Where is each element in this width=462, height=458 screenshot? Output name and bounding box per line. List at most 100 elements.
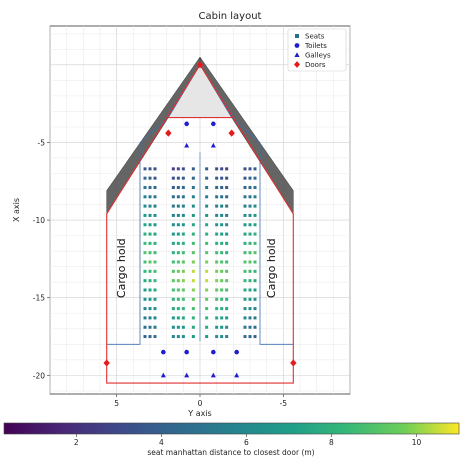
seat-marker [248,213,252,217]
seat-marker [171,335,175,339]
seat-marker [205,297,209,301]
seat-marker [148,204,152,208]
seat-marker [171,279,175,283]
seat-marker [215,297,219,301]
legend-label: Toilets [304,42,327,50]
seat-marker [148,185,152,189]
seat-marker [171,167,175,171]
seat-marker [243,316,247,320]
seat-marker [243,251,247,255]
seat-marker [153,297,157,301]
seat-marker [248,232,252,236]
seat-marker [153,288,157,292]
seat-marker [220,279,224,283]
seat-marker [220,269,224,273]
seat-marker [176,204,180,208]
seat-marker [243,176,247,180]
seat-marker [215,307,219,311]
seat-marker [220,223,224,227]
seat-marker [205,195,209,199]
seat-marker [171,241,175,245]
seat-marker [220,241,224,245]
seat-marker [205,307,209,311]
seat-marker [243,260,247,264]
seat-marker [171,251,175,255]
seat-marker [153,232,157,236]
seat-marker [253,288,257,292]
seat-marker [215,269,219,273]
seat-marker [148,232,152,236]
seat-marker [171,307,175,311]
seat-marker [243,279,247,283]
seat-marker [220,297,224,301]
colorbar-tick-label: 2 [74,438,79,447]
seat-marker [191,269,195,273]
seat-marker [153,185,157,189]
seat-marker [243,288,247,292]
seat-marker [205,167,209,171]
seat-marker [153,260,157,264]
seat-marker [143,307,147,311]
seat-marker [171,288,175,292]
seat-marker [143,269,147,273]
colorbar-tick-label: 4 [159,438,164,447]
seat-marker [191,195,195,199]
seat-marker [181,241,185,245]
seat-marker [225,279,229,283]
seat-marker [215,167,219,171]
inner-wall-right [199,64,294,345]
seat-marker [143,241,147,245]
chart-title: Cabin layout [199,11,262,22]
seat-marker [181,325,185,329]
seat-marker [143,260,147,264]
seat-marker [225,176,229,180]
seat-marker [248,335,252,339]
seat-marker [215,176,219,180]
seat-marker [248,279,252,283]
seat-marker [153,213,157,217]
seat-marker [248,223,252,227]
seat-marker [191,325,195,329]
seat-marker [143,297,147,301]
seat-marker [181,288,185,292]
seat-marker [215,241,219,245]
seat-marker [215,213,219,217]
seat-marker [181,204,185,208]
seat-marker [243,223,247,227]
seat-marker [176,241,180,245]
seat-marker [225,297,229,301]
y-tick-label: -15 [33,294,45,303]
seat-marker [143,325,147,329]
seat-marker [253,241,257,245]
seat-marker [191,297,195,301]
seat-marker [225,335,229,339]
inner-wall-left [106,64,201,345]
y-tick-label: -10 [33,216,45,225]
seat-marker [143,232,147,236]
seat-marker [215,335,219,339]
toilet-marker [161,349,166,355]
legend-door-marker [294,61,300,68]
door-marker [228,129,235,137]
seat-marker [220,195,224,199]
seat-marker [153,223,157,227]
seat-marker [143,251,147,255]
seat-marker [171,232,175,236]
seat-marker [225,223,229,227]
seat-marker [253,307,257,311]
seat-marker [225,232,229,236]
seat-marker [243,195,247,199]
seat-marker [176,269,180,273]
seat-marker [248,297,252,301]
seat-marker [171,269,175,273]
seat-marker [225,167,229,171]
seat-marker [253,195,257,199]
seat-marker [220,307,224,311]
seat-marker [253,297,257,301]
seat-marker [225,316,229,320]
seat-marker [181,316,185,320]
door-marker [196,61,204,69]
seat-marker [253,232,257,236]
seat-marker [191,213,195,217]
